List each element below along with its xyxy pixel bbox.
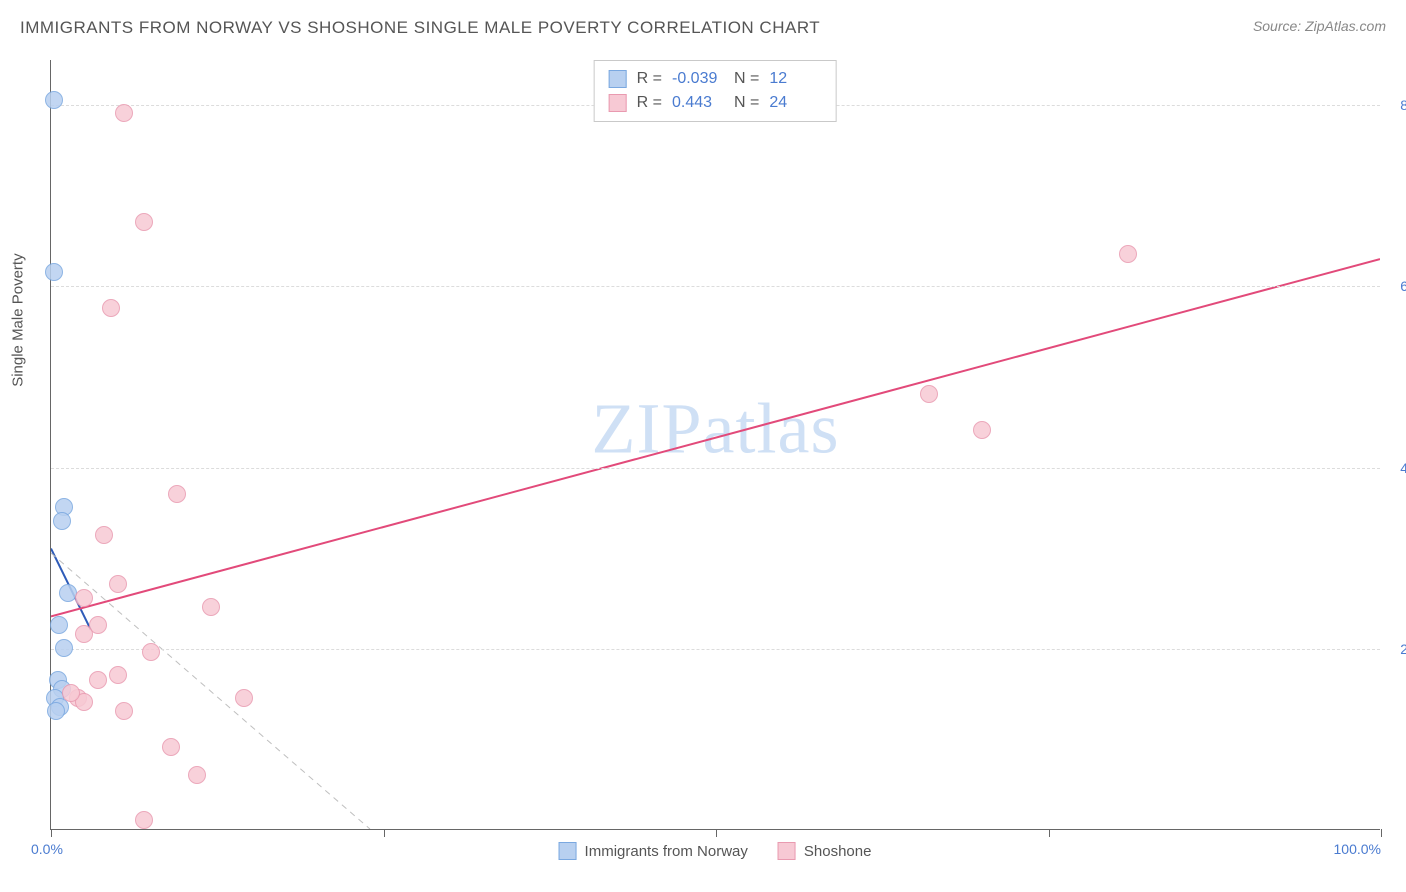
x-tick (51, 829, 52, 837)
data-point (55, 639, 73, 657)
data-point (53, 512, 71, 530)
correlation-stats-box: R = -0.039 N = 12 R = 0.443 N = 24 (594, 60, 837, 122)
y-tick-label: 40.0% (1385, 460, 1406, 476)
legend-item-series2: Shoshone (778, 842, 872, 860)
data-point (115, 702, 133, 720)
data-point (45, 263, 63, 281)
data-point (920, 385, 938, 403)
data-point (973, 421, 991, 439)
y-tick-label: 60.0% (1385, 278, 1406, 294)
gridline (51, 468, 1380, 469)
data-point (50, 616, 68, 634)
data-point (47, 702, 65, 720)
gridline (51, 286, 1380, 287)
data-point (168, 485, 186, 503)
data-point (1119, 245, 1137, 263)
stats-row-series1: R = -0.039 N = 12 (609, 67, 822, 91)
data-point (135, 811, 153, 829)
stats-row-series2: R = 0.443 N = 24 (609, 91, 822, 115)
legend-item-series1: Immigrants from Norway (559, 842, 748, 860)
x-tick (716, 829, 717, 837)
data-point (202, 598, 220, 616)
data-point (75, 589, 93, 607)
x-tick (384, 829, 385, 837)
x-tick-label: 0.0% (31, 841, 63, 857)
y-tick-label: 80.0% (1385, 97, 1406, 113)
legend-swatch-series2 (778, 842, 796, 860)
x-tick (1381, 829, 1382, 837)
x-tick-label: 100.0% (1334, 841, 1381, 857)
data-point (188, 766, 206, 784)
y-tick-label: 20.0% (1385, 641, 1406, 657)
chart-area: Single Male Poverty ZIPatlas 20.0%40.0%6… (50, 60, 1380, 830)
gridline (51, 649, 1380, 650)
data-point (89, 671, 107, 689)
data-point (62, 684, 80, 702)
legend-swatch-series1 (559, 842, 577, 860)
watermark: ZIPatlas (592, 388, 840, 471)
x-tick (1049, 829, 1050, 837)
data-point (135, 213, 153, 231)
data-point (109, 575, 127, 593)
data-point (109, 666, 127, 684)
data-point (162, 738, 180, 756)
scatter-plot: ZIPatlas 20.0%40.0%60.0%80.0%0.0%100.0% (50, 60, 1380, 830)
legend: Immigrants from Norway Shoshone (559, 842, 872, 860)
data-point (142, 643, 160, 661)
data-point (102, 299, 120, 317)
chart-title: IMMIGRANTS FROM NORWAY VS SHOSHONE SINGL… (20, 18, 820, 38)
data-point (75, 625, 93, 643)
y-axis-label: Single Male Poverty (10, 253, 27, 386)
data-point (45, 91, 63, 109)
data-point (95, 526, 113, 544)
swatch-series2 (609, 94, 627, 112)
data-point (235, 689, 253, 707)
source-attribution: Source: ZipAtlas.com (1253, 18, 1386, 34)
data-point (115, 104, 133, 122)
swatch-series1 (609, 70, 627, 88)
